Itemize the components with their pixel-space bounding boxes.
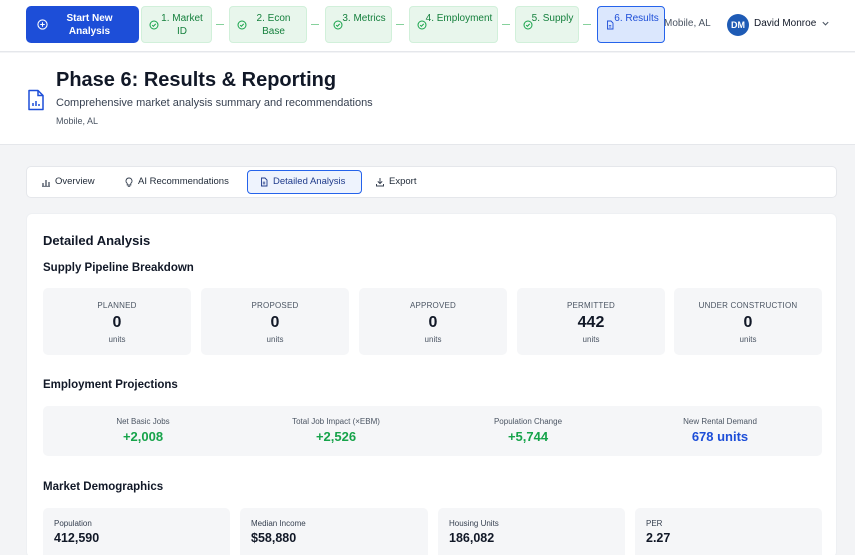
stat-value: 0	[112, 314, 122, 331]
start-new-analysis-button[interactable]: Start New Analysis	[26, 6, 139, 43]
tab-label: Detailed Analysis	[273, 176, 346, 187]
document-icon	[607, 20, 614, 30]
stat-value: 678 units	[691, 429, 749, 444]
stat-label: UNDER CONSTRUCTION	[698, 301, 798, 310]
check-circle-icon	[237, 20, 247, 30]
stat-label: APPROVED	[409, 301, 457, 310]
report-document-icon	[28, 89, 44, 111]
step-label: 5. Supply	[531, 13, 574, 24]
step-supply[interactable]: 5. Supply	[515, 6, 579, 43]
employment-projections-panel: Net Basic Jobs +2,008 Total Job Impact (…	[43, 406, 822, 456]
page-header: Phase 6: Results & Reporting Comprehensi…	[0, 53, 855, 145]
step-econ-base[interactable]: 2. Econ Base	[229, 6, 307, 43]
stat-label: New Rental Demand	[683, 417, 757, 426]
page-title: Phase 6: Results & Reporting	[56, 69, 337, 91]
plus-circle-icon	[37, 19, 48, 30]
stat-value: 0	[743, 314, 753, 331]
stat-value: 412,590	[54, 531, 100, 545]
stat-label: Net Basic Jobs	[116, 417, 170, 426]
check-circle-icon	[149, 20, 159, 30]
demographic-stat-population: Population 412,590	[43, 508, 230, 555]
tab-ai-recommendations[interactable]: AI Recommendations	[122, 170, 229, 194]
download-icon	[376, 178, 384, 187]
check-circle-icon	[333, 20, 343, 30]
avatar[interactable]: DM	[727, 14, 749, 36]
stat-unit: units	[108, 335, 126, 344]
step-label: 4. Employment	[425, 13, 493, 24]
stat-value: 186,082	[449, 531, 495, 545]
supply-pipeline-heading: Supply Pipeline Breakdown	[43, 262, 194, 274]
step-label: 3. Metrics	[342, 13, 386, 24]
supply-stat-proposed: PROPOSED 0 units	[201, 288, 349, 355]
tab-label: Export	[389, 176, 417, 187]
stat-value: +2,008	[122, 429, 164, 444]
step-connector	[502, 24, 510, 25]
detailed-analysis-card: Detailed Analysis Supply Pipeline Breakd…	[26, 213, 837, 555]
demographic-stat-housing-units: Housing Units 186,082	[438, 508, 625, 555]
lightbulb-icon	[125, 177, 133, 187]
step-metrics[interactable]: 3. Metrics	[325, 6, 392, 43]
tab-label: Overview	[55, 176, 95, 187]
step-label: 6. Results	[614, 13, 659, 24]
stat-label: Population Change	[493, 417, 563, 426]
stat-unit: units	[582, 335, 600, 344]
stat-label: Total Job Impact (×EBM)	[292, 417, 380, 426]
stat-unit: units	[266, 335, 284, 344]
page-location: Mobile, AL	[56, 116, 99, 126]
step-connector	[396, 24, 404, 25]
step-connector	[311, 24, 319, 25]
tab-export[interactable]: Export	[373, 170, 416, 194]
top-navigation-bar: Start New Analysis 1. Market ID 2. Econ …	[0, 0, 855, 52]
stat-label: Median Income	[251, 519, 306, 528]
stat-label: PLANNED	[97, 301, 137, 310]
tab-bar: Overview AI Recommendations Detailed Ana…	[26, 166, 837, 198]
stat-unit: units	[739, 335, 757, 344]
step-market-id[interactable]: 1. Market ID	[141, 6, 212, 43]
stat-label: PROPOSED	[251, 301, 299, 310]
page-subtitle: Comprehensive market analysis summary an…	[56, 97, 373, 109]
demographic-stat-median-income: Median Income $58,880	[240, 508, 428, 555]
stat-label: PER	[646, 519, 663, 528]
stat-value: $58,880	[251, 531, 297, 545]
chevron-down-icon[interactable]	[821, 19, 830, 28]
stat-value: +5,744	[507, 429, 549, 444]
stat-label: Housing Units	[449, 519, 499, 528]
tab-label: AI Recommendations	[138, 176, 229, 187]
check-circle-icon	[523, 20, 533, 30]
start-new-analysis-label: Start New Analysis	[66, 13, 113, 37]
stat-unit: units	[424, 335, 442, 344]
step-employment[interactable]: 4. Employment	[409, 6, 498, 43]
supply-stat-approved: APPROVED 0 units	[359, 288, 507, 355]
stat-value: +2,526	[315, 429, 357, 444]
market-demographics-heading: Market Demographics	[43, 481, 164, 493]
step-results[interactable]: 6. Results	[597, 6, 665, 43]
document-icon	[261, 177, 268, 187]
tab-detailed-analysis[interactable]: Detailed Analysis	[247, 170, 362, 194]
supply-stat-planned: PLANNED 0 units	[43, 288, 191, 355]
user-name[interactable]: David Monroe	[754, 18, 817, 29]
bar-chart-icon	[42, 180, 50, 187]
supply-stat-under-construction: UNDER CONSTRUCTION 0 units	[674, 288, 822, 355]
demographic-stat-per: PER 2.27	[635, 508, 822, 555]
tab-overview[interactable]: Overview	[39, 170, 95, 194]
market-location: Mobile, AL	[664, 18, 711, 29]
step-label: 1. Market ID	[161, 13, 203, 37]
stat-value: 0	[270, 314, 280, 331]
stat-label: PERMITTED	[566, 301, 616, 310]
stat-value: 2.27	[646, 531, 671, 545]
step-label: 2. Econ Base	[256, 13, 291, 37]
section-title: Detailed Analysis	[43, 233, 151, 248]
employment-projections-heading: Employment Projections	[43, 379, 178, 391]
stat-value: 0	[428, 314, 438, 331]
step-connector	[216, 24, 224, 25]
supply-stat-permitted: PERMITTED 442 units	[517, 288, 665, 355]
stat-value: 442	[577, 314, 605, 331]
step-connector	[583, 24, 591, 25]
check-circle-icon	[417, 20, 427, 30]
stat-label: Population	[54, 519, 92, 528]
